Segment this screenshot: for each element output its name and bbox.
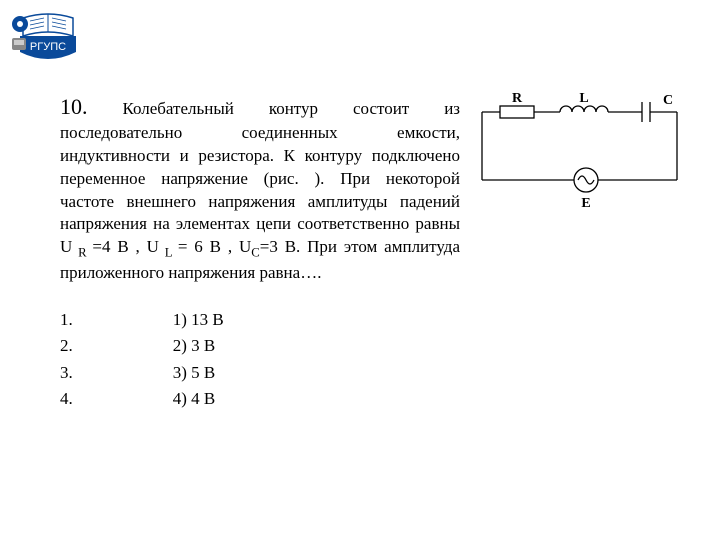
answer-option-4: 4) 4 В [173, 386, 224, 412]
question-text-3: = 6 В , U [178, 237, 251, 256]
label-R: R [512, 92, 523, 106]
subscript-R: R [72, 246, 92, 260]
answer-index-1: 1. [60, 307, 73, 333]
answer-index-3: 3. [60, 360, 73, 386]
answer-index-2: 2. [60, 333, 73, 359]
problem-row: 10. Колебательный контур состоит из посл… [60, 92, 690, 285]
answers-block: 1. 2. 3. 4. 1) 13 В 2) 3 В 3) 5 В 4) 4 В [60, 307, 690, 412]
subscript-C: C [251, 246, 260, 260]
answer-index-4: 4. [60, 386, 73, 412]
logo-text: РГУПС [30, 41, 66, 53]
answer-option-2: 2) 3 В [173, 333, 224, 359]
content-area: 10. Колебательный контур состоит из посл… [60, 92, 690, 412]
problem-text: 10. Колебательный контур состоит из посл… [60, 92, 460, 285]
label-L: L [579, 92, 588, 106]
label-E: E [581, 196, 590, 211]
circuit-diagram: R L C E [472, 92, 692, 222]
institution-logo: РГУПС [8, 8, 88, 68]
answer-option-1: 1) 13 В [173, 307, 224, 333]
subscript-L: L [159, 246, 178, 260]
question-text-2: =4 В , U [92, 237, 159, 256]
question-number: 10. [60, 94, 88, 119]
label-C: C [663, 93, 673, 108]
answer-option-3: 3) 5 В [173, 360, 224, 386]
answer-options-column: 1) 13 В 2) 3 В 3) 5 В 4) 4 В [173, 307, 224, 412]
question-text-1: Колебательный контур состоит из последов… [60, 99, 460, 256]
answer-index-column: 1. 2. 3. 4. [60, 307, 73, 412]
